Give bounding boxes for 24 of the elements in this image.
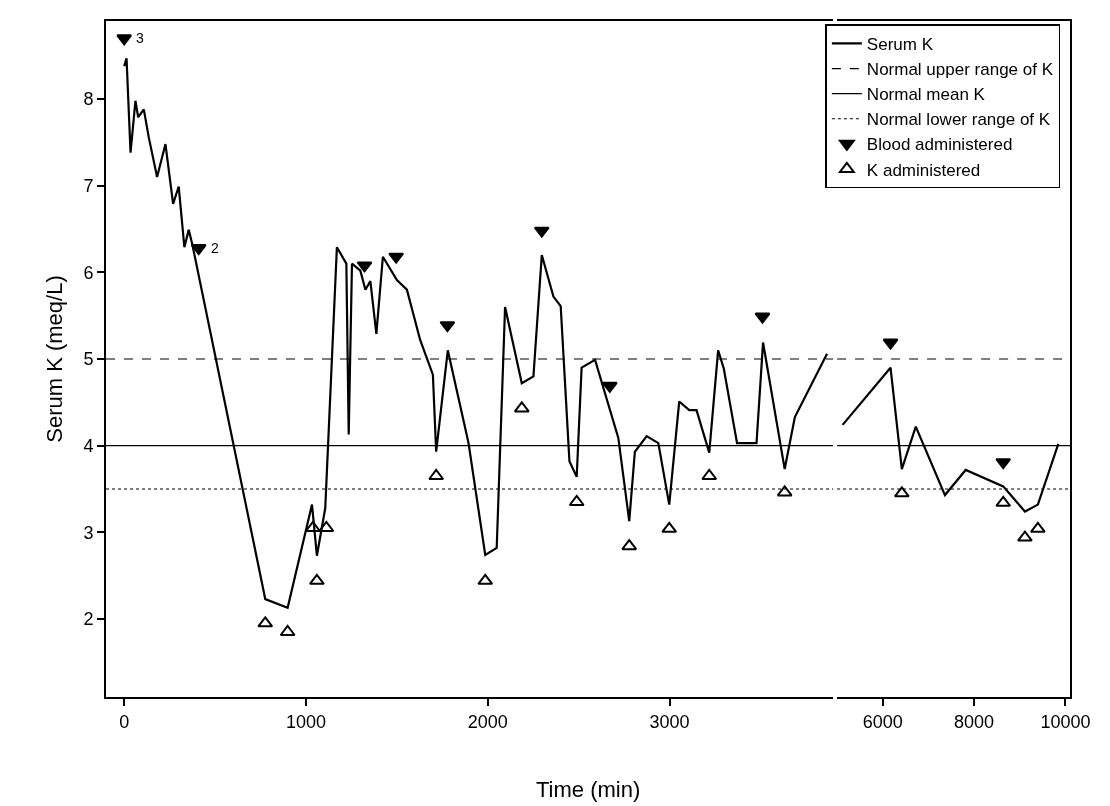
legend-label: K administered: [866, 160, 981, 180]
x-tick-label: 2000: [467, 711, 508, 732]
y-axis-title: Serum K (meq/L): [41, 275, 67, 443]
x-tick-label: 10000: [1040, 711, 1091, 732]
x-axis-title: Time (min): [536, 777, 641, 802]
y-tick-label: 2: [83, 609, 94, 630]
x-tick-label: 0: [119, 711, 130, 732]
y-tick-label: 4: [83, 435, 94, 456]
y-tick-label: 5: [83, 349, 94, 370]
x-tick-label: 6000: [862, 711, 903, 732]
y-tick-label: 8: [83, 89, 94, 110]
legend-label: Blood administered: [866, 135, 1013, 155]
annotation: 2: [211, 240, 219, 256]
x-tick-label: 3000: [649, 711, 690, 732]
legend-label: Normal upper range of K: [866, 60, 1054, 80]
legend-label: Serum K: [866, 35, 934, 55]
y-tick-label: 3: [83, 522, 94, 543]
y-tick-label: 6: [83, 262, 94, 283]
annotation: 3: [136, 30, 144, 46]
legend-label: Normal lower range of K: [866, 110, 1051, 130]
x-tick-label: 1000: [285, 711, 327, 732]
x-tick-label: 8000: [954, 711, 995, 732]
y-tick-label: 7: [83, 175, 94, 196]
legend-label: Normal mean K: [866, 85, 986, 105]
